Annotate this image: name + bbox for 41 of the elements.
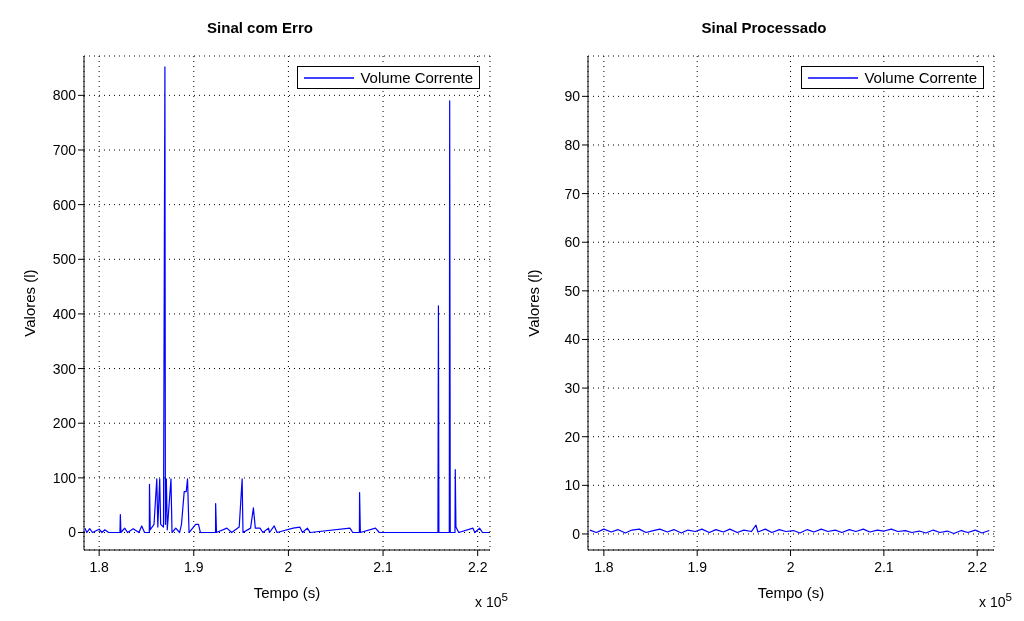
- y-tick-label: 40: [564, 331, 581, 348]
- y-tick-label: 90: [564, 88, 581, 105]
- y-axis-title: Valores (l): [525, 269, 543, 337]
- y-tick-label: 80: [564, 136, 581, 153]
- y-axis-title: Valores (l): [21, 269, 39, 337]
- y-tick-label: 30: [564, 380, 581, 397]
- y-tick-label: 0: [572, 525, 581, 542]
- x-tick-label: 1.9: [184, 558, 204, 575]
- x-tick-label: 2.1: [373, 558, 393, 575]
- y-tick-label: 200: [52, 415, 77, 432]
- y-tick-label: 0: [68, 524, 77, 541]
- y-tick-label: 50: [564, 282, 581, 299]
- y-tick-label: 500: [52, 251, 77, 268]
- line-series: [589, 524, 990, 535]
- y-tick-label: 100: [52, 469, 77, 486]
- legend-label: Volume Corrente: [864, 69, 977, 86]
- y-tick-label: 10: [564, 477, 581, 494]
- x-tick-label: 2.2: [967, 558, 988, 575]
- y-tick-label: 20: [564, 428, 581, 445]
- y-tick-label: 600: [52, 196, 77, 213]
- chart-title: Sinal com Erro: [206, 18, 314, 38]
- legend-label: Volume Corrente: [360, 69, 473, 86]
- x-tick-label: 1.9: [687, 558, 708, 575]
- chart-title: Sinal Processado: [700, 18, 828, 38]
- y-tick-label: 60: [564, 234, 581, 251]
- y-tick-label: 400: [52, 305, 77, 322]
- x-tick-label: 2.1: [874, 558, 894, 575]
- x-tick-label: 1.8: [594, 558, 614, 575]
- x-axis-title: Tempo (s): [253, 584, 321, 601]
- x-tick-label: 2: [284, 558, 293, 575]
- y-tick-label: 300: [52, 360, 77, 377]
- line-series: [84, 66, 490, 534]
- x-tick-label: 2: [786, 558, 795, 575]
- text: x 10$^{5}$: [475, 590, 508, 610]
- y-tick-label: 700: [52, 141, 77, 158]
- x-tick-label: 1.8: [89, 558, 110, 575]
- y-tick-label: 800: [52, 87, 77, 104]
- x-axis-title: Tempo (s): [757, 584, 825, 601]
- text: x 10$^{5}$: [979, 590, 1012, 610]
- x-tick-label: 2.2: [467, 558, 488, 575]
- y-tick-label: 70: [564, 185, 581, 202]
